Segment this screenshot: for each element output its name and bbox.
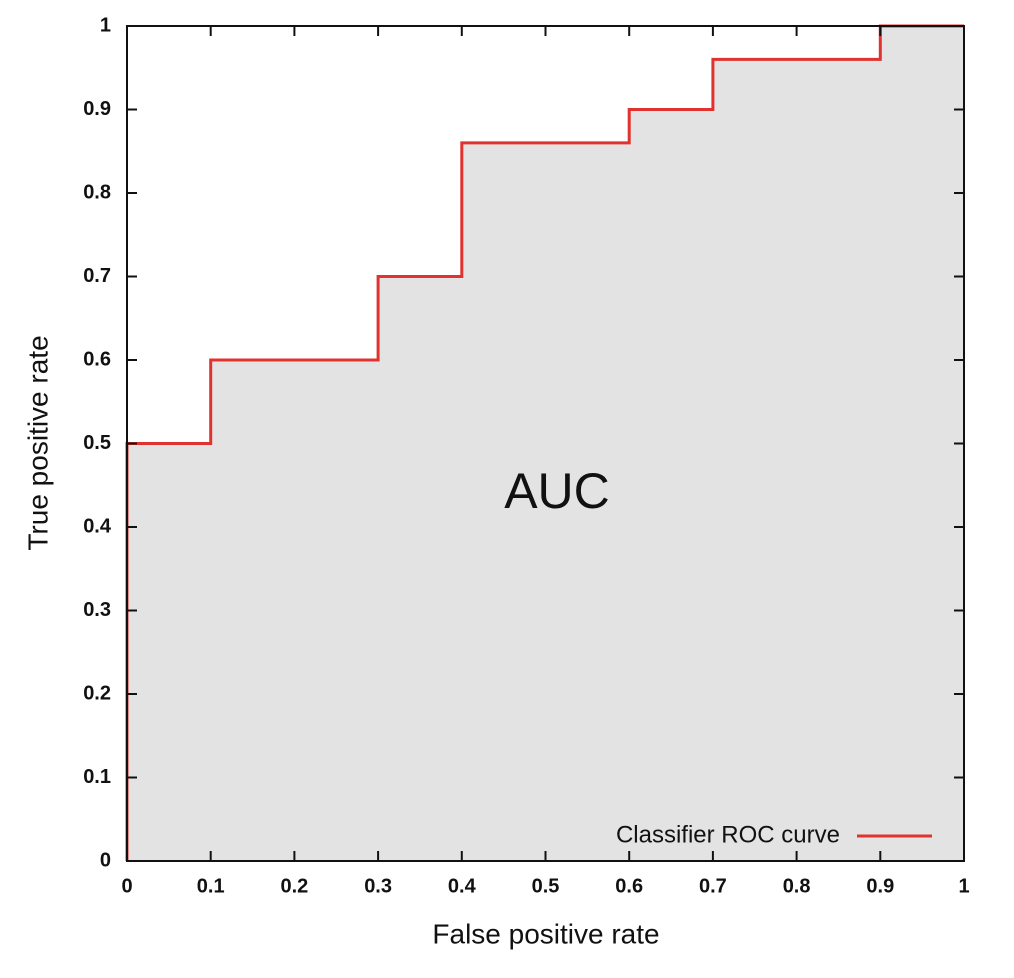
y-tick-label: 0.5 xyxy=(83,432,111,454)
y-axis-label: True positive rate xyxy=(22,335,53,550)
area xyxy=(127,26,964,861)
y-tick-label: 0.1 xyxy=(83,766,111,788)
y-tick-label: 0.3 xyxy=(83,599,111,621)
y-tick-label: 0.8 xyxy=(83,181,111,203)
x-tick-label: 0.6 xyxy=(615,875,643,897)
legend-label: Classifier ROC curve xyxy=(616,821,840,848)
y-tick-label: 1 xyxy=(100,14,111,36)
x-tick-label: 0.9 xyxy=(866,875,894,897)
x-tick-label: 0.8 xyxy=(783,875,811,897)
x-tick-label: 1 xyxy=(958,875,969,897)
y-tick-label: 0.6 xyxy=(83,348,111,370)
x-tick-label: 0.5 xyxy=(532,875,560,897)
x-tick-label: 0 xyxy=(121,875,132,897)
x-tick-label: 0.2 xyxy=(280,875,308,897)
y-tick-label: 0.2 xyxy=(83,682,111,704)
roc-line xyxy=(125,24,964,861)
y-tick-label: 0.9 xyxy=(83,98,111,120)
y-tick-label: 0.4 xyxy=(83,515,112,537)
x-tick-label: 0.3 xyxy=(364,875,392,897)
y-tick-label: 0 xyxy=(100,849,111,871)
x-axis-label: False positive rate xyxy=(432,918,659,949)
y-tick-label: 0.7 xyxy=(83,265,111,287)
annotation: AUC xyxy=(504,463,610,519)
x-tick-label: 0.4 xyxy=(448,875,477,897)
x-tick-label: 0.1 xyxy=(197,875,225,897)
x-tick-label: 0.7 xyxy=(699,875,727,897)
